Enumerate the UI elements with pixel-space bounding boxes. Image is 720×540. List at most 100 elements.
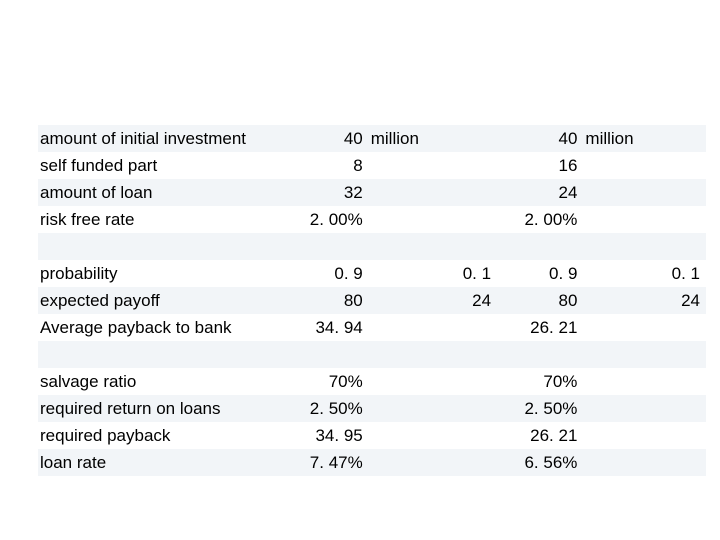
- row-value: 80: [497, 287, 583, 314]
- table-row: [38, 233, 706, 260]
- row-value: 8: [282, 152, 368, 179]
- row-value: [497, 341, 583, 368]
- table-row: risk free rate2. 00%2. 00%: [38, 206, 706, 233]
- row-value: [439, 368, 497, 395]
- row-label: Average payback to bank: [38, 314, 282, 341]
- row-value: [282, 233, 368, 260]
- row-value: [439, 152, 497, 179]
- row-value: 34. 95: [282, 422, 368, 449]
- row-value: [583, 206, 654, 233]
- row-value: [369, 449, 440, 476]
- table-row: self funded part8 16: [38, 152, 706, 179]
- row-value: [439, 179, 497, 206]
- row-value: 34. 94: [282, 314, 368, 341]
- row-value: [583, 260, 654, 287]
- row-value: 16: [497, 152, 583, 179]
- row-value: [583, 179, 654, 206]
- table-row: amount of loan32 24: [38, 179, 706, 206]
- row-value: 26. 21: [497, 422, 583, 449]
- financial-table: amount of initial investment40million40m…: [38, 125, 706, 476]
- row-label: amount of initial investment: [38, 125, 282, 152]
- table-row: loan rate7. 47% 6. 56%: [38, 449, 706, 476]
- row-value: [654, 233, 706, 260]
- row-label: loan rate: [38, 449, 282, 476]
- row-value: [439, 125, 497, 152]
- row-value: [654, 368, 706, 395]
- row-value: [439, 233, 497, 260]
- row-value: 26. 21: [497, 314, 583, 341]
- row-value: [439, 314, 497, 341]
- row-label: required payback: [38, 422, 282, 449]
- row-value: [369, 233, 440, 260]
- row-value: 24: [654, 287, 706, 314]
- row-value: 32: [282, 179, 368, 206]
- row-value: [497, 233, 583, 260]
- row-label: [38, 341, 282, 368]
- row-value: [439, 206, 497, 233]
- row-label: amount of loan: [38, 179, 282, 206]
- row-label: risk free rate: [38, 206, 282, 233]
- row-value: 40: [497, 125, 583, 152]
- row-value: 70%: [497, 368, 583, 395]
- row-value: [583, 152, 654, 179]
- row-value: [654, 206, 706, 233]
- row-label: expected payoff: [38, 287, 282, 314]
- row-label: self funded part: [38, 152, 282, 179]
- row-value: 0. 9: [282, 260, 368, 287]
- row-value: [369, 314, 440, 341]
- row-value: [583, 341, 654, 368]
- row-value: 7. 47%: [282, 449, 368, 476]
- row-value: [654, 125, 706, 152]
- row-value: 2. 50%: [497, 395, 583, 422]
- row-value: [282, 341, 368, 368]
- row-value: 0. 9: [497, 260, 583, 287]
- row-value: 6. 56%: [497, 449, 583, 476]
- row-value: [369, 422, 440, 449]
- row-value: 24: [439, 287, 497, 314]
- row-value: [654, 341, 706, 368]
- row-value: [583, 314, 654, 341]
- row-value: [583, 395, 654, 422]
- row-value: million: [369, 125, 440, 152]
- table-row: [38, 341, 706, 368]
- table-row: required payback34. 95 26. 21: [38, 422, 706, 449]
- row-value: [369, 206, 440, 233]
- table-row: required return on loans2. 50%2. 50%: [38, 395, 706, 422]
- row-value: 80: [282, 287, 368, 314]
- row-value: [369, 179, 440, 206]
- row-value: [654, 152, 706, 179]
- table-row: Average payback to bank34. 94 26. 21: [38, 314, 706, 341]
- row-value: [654, 314, 706, 341]
- row-value: [369, 260, 440, 287]
- row-value: [439, 395, 497, 422]
- row-value: [583, 422, 654, 449]
- row-value: 24: [497, 179, 583, 206]
- row-value: [583, 287, 654, 314]
- row-value: [369, 341, 440, 368]
- row-value: [439, 341, 497, 368]
- row-value: [369, 287, 440, 314]
- row-value: [439, 449, 497, 476]
- row-value: [654, 449, 706, 476]
- row-value: [654, 422, 706, 449]
- table-row: salvage ratio70%70%: [38, 368, 706, 395]
- row-value: [583, 449, 654, 476]
- row-label: [38, 233, 282, 260]
- row-value: million: [583, 125, 654, 152]
- row-label: probability: [38, 260, 282, 287]
- row-value: 0. 1: [439, 260, 497, 287]
- row-value: 70%: [282, 368, 368, 395]
- row-value: [369, 152, 440, 179]
- table-row: probability0. 90. 10. 90. 1: [38, 260, 706, 287]
- row-value: [369, 368, 440, 395]
- row-value: [583, 233, 654, 260]
- row-value: [583, 368, 654, 395]
- row-value: 2. 50%: [282, 395, 368, 422]
- table-row: expected payoff80248024: [38, 287, 706, 314]
- row-value: [439, 422, 497, 449]
- row-label: required return on loans: [38, 395, 282, 422]
- row-value: [369, 395, 440, 422]
- row-value: 0. 1: [654, 260, 706, 287]
- row-value: 2. 00%: [282, 206, 368, 233]
- row-value: [654, 395, 706, 422]
